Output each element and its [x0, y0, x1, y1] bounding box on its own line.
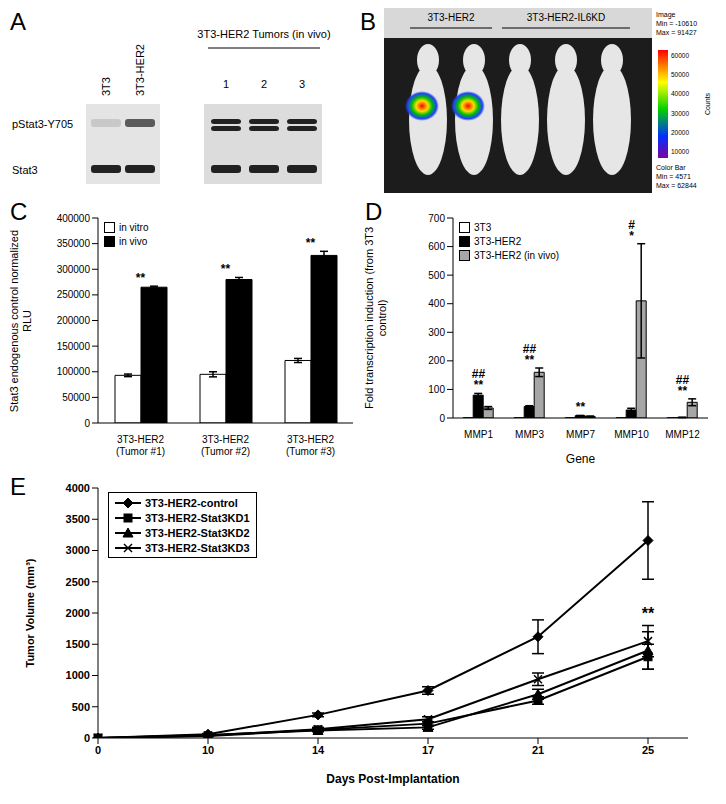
svg-text:3T3-HER2(Tumor #3): 3T3-HER2(Tumor #3) — [286, 434, 335, 457]
svg-text:400: 400 — [428, 298, 445, 309]
svg-text:Min = 4571: Min = 4571 — [656, 173, 691, 180]
svg-text:30000: 30000 — [671, 110, 689, 117]
html-text:Stat3 endogenous control norma: Stat3 endogenous control normalized RLU — [8, 229, 33, 412]
svg-text:400000: 400000 — [57, 213, 91, 224]
svg-text:50000: 50000 — [62, 392, 90, 403]
html-text:E: E — [10, 473, 26, 500]
svg-text:3T3-HER2(Tumor #1): 3T3-HER2(Tumor #1) — [116, 434, 165, 457]
html-text:3T3: 3T3 — [474, 221, 492, 233]
svg-text:Max = 91427: Max = 91427 — [656, 29, 697, 36]
html-text:3T3-HER2: 3T3-HER2 — [474, 235, 522, 247]
svg-text:500: 500 — [428, 270, 445, 281]
html-text:B: B — [360, 8, 376, 35]
svg-text:**: ** — [678, 384, 688, 398]
svg-text:10: 10 — [202, 744, 214, 756]
html-text:3T3-HER2-Stat3KD1: 3T3-HER2-Stat3KD1 — [145, 511, 250, 524]
svg-text:60000: 60000 — [671, 52, 689, 59]
svg-text:100000: 100000 — [57, 366, 91, 377]
svg-text:300: 300 — [428, 327, 445, 338]
html-text:C: C — [10, 198, 28, 225]
svg-text:MMP7: MMP7 — [566, 429, 595, 440]
svg-text:350000: 350000 — [57, 238, 91, 249]
svg-text:1: 1 — [223, 78, 229, 90]
html-text:D: D — [365, 198, 383, 225]
svg-text:3T3: 3T3 — [100, 77, 112, 96]
svg-text:17: 17 — [422, 744, 434, 756]
svg-text:3T3-HER2: 3T3-HER2 — [134, 44, 146, 96]
svg-text:3T3-HER2 Tumors (in vivo): 3T3-HER2 Tumors (in vivo) — [197, 28, 330, 40]
svg-text:150000: 150000 — [57, 341, 91, 352]
svg-text:Counts: Counts — [704, 92, 711, 115]
svg-text:700: 700 — [428, 213, 445, 224]
svg-text:0: 0 — [84, 418, 90, 429]
html-text:3T3-HER2-Stat3KD3: 3T3-HER2-Stat3KD3 — [145, 541, 250, 554]
svg-text:**: ** — [576, 400, 586, 414]
svg-text:3T3-HER2(Tumor #2): 3T3-HER2(Tumor #2) — [201, 434, 250, 457]
html-text:3T3-HER2-Stat3KD2: 3T3-HER2-Stat3KD2 — [145, 526, 250, 539]
svg-text:Min = -10610: Min = -10610 — [656, 20, 697, 27]
svg-text:MMP12: MMP12 — [665, 429, 700, 440]
svg-text:**: ** — [306, 236, 316, 250]
svg-text:2: 2 — [261, 78, 267, 90]
svg-text:100: 100 — [428, 384, 445, 395]
svg-text:**: ** — [136, 271, 146, 285]
svg-text:3T3-HER2-IL6KD: 3T3-HER2-IL6KD — [527, 12, 605, 23]
html-text:3T3-HER2-control: 3T3-HER2-control — [145, 496, 238, 509]
svg-text:3T3-HER2: 3T3-HER2 — [427, 12, 475, 23]
svg-text:3500: 3500 — [66, 513, 90, 525]
svg-text:Image: Image — [656, 11, 676, 19]
svg-text:Gene: Gene — [566, 452, 596, 466]
svg-text:**: ** — [525, 353, 535, 367]
svg-text:50000: 50000 — [671, 71, 689, 78]
svg-text:**: ** — [221, 262, 231, 276]
svg-text:1000: 1000 — [66, 669, 90, 681]
svg-text:21: 21 — [532, 744, 544, 756]
svg-text:Stat3: Stat3 — [12, 164, 38, 176]
svg-text:4000: 4000 — [66, 482, 90, 494]
html-text:Tumor Volume (mm³): Tumor Volume (mm³) — [23, 558, 36, 668]
html-text:A: A — [10, 8, 26, 35]
svg-text:Max = 62844: Max = 62844 — [656, 182, 697, 189]
svg-text:Days Post-Implantation: Days Post-Implantation — [326, 772, 459, 786]
svg-text:200000: 200000 — [57, 315, 91, 326]
svg-text:20000: 20000 — [671, 129, 689, 136]
svg-text:14: 14 — [312, 744, 325, 756]
svg-text:250000: 250000 — [57, 289, 91, 300]
svg-text:300000: 300000 — [57, 264, 91, 275]
svg-text:MMP3: MMP3 — [515, 429, 544, 440]
html-text:in vivo: in vivo — [119, 235, 148, 247]
svg-text:MMP10: MMP10 — [614, 429, 649, 440]
svg-text:500: 500 — [72, 701, 90, 713]
svg-text:**: ** — [642, 605, 655, 622]
svg-text:10000: 10000 — [671, 148, 689, 155]
svg-text:Color Bar: Color Bar — [656, 164, 686, 171]
svg-text:40000: 40000 — [671, 90, 689, 97]
svg-text:2000: 2000 — [66, 607, 90, 619]
svg-text:2500: 2500 — [66, 576, 90, 588]
svg-text:MMP1: MMP1 — [464, 429, 493, 440]
html-text:3T3-HER2 (in vivo): 3T3-HER2 (in vivo) — [474, 249, 559, 261]
svg-text:pStat3-Y705: pStat3-Y705 — [12, 118, 73, 130]
html-text:Fold transcription induction (: Fold transcription induction (from 3T3 c… — [363, 226, 388, 410]
html-text:in vitro: in vitro — [119, 221, 149, 233]
svg-text:3000: 3000 — [66, 544, 90, 556]
svg-text:*: * — [629, 229, 634, 243]
svg-text:1500: 1500 — [66, 638, 90, 650]
svg-text:0: 0 — [95, 744, 101, 756]
svg-text:0: 0 — [439, 413, 445, 424]
svg-text:0: 0 — [84, 732, 90, 744]
svg-text:**: ** — [474, 378, 484, 392]
svg-text:3: 3 — [299, 78, 305, 90]
svg-text:25: 25 — [642, 744, 654, 756]
svg-text:200: 200 — [428, 355, 445, 366]
svg-text:600: 600 — [428, 241, 445, 252]
